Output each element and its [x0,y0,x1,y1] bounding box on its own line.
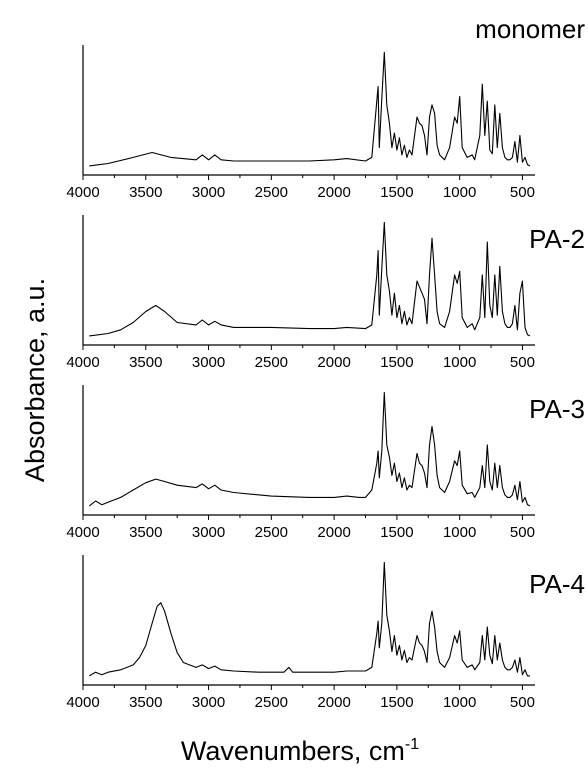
x-tick-label: 1000 [443,184,476,201]
x-tick-label: 3000 [192,694,225,711]
x-tick-label: 2500 [255,524,288,541]
x-tick-label: 2000 [317,354,350,371]
x-tick-label: 500 [510,694,535,711]
panel-PA-4: 4000 3500 3000 2500 2000 1500 1000 500 PA-4 [66,555,585,711]
x-tick-label: 4000 [66,184,99,201]
x-tick-label: 1500 [380,524,413,541]
x-tick-label: 1000 [443,524,476,541]
x-tick-label: 1500 [380,184,413,201]
x-tick-label: 1000 [443,694,476,711]
x-tick-label: 500 [510,524,535,541]
x-tick-label: 2000 [317,184,350,201]
x-tick-label: 3000 [192,184,225,201]
spectrum-line-monomer [89,51,531,167]
spectrum-line-PA-3 [88,391,531,507]
panel-PA-2: 4000 3500 3000 2500 2000 1500 1000 500 PA-2 [66,215,585,371]
x-tick-label: 4000 [66,524,99,541]
spectrum-line-PA-2 [89,221,531,337]
x-tick-label: 1500 [380,354,413,371]
x-tick-label: 2000 [317,694,350,711]
panel-label-PA-3: PA-3 [529,394,585,424]
x-tick-label: 3500 [129,354,162,371]
x-tick-label: 3500 [129,524,162,541]
x-tick-label: 2000 [317,524,350,541]
panel-label-PA-4: PA-4 [529,569,585,599]
panel-label-PA-2: PA-2 [529,224,585,254]
x-tick-label: 3000 [192,354,225,371]
x-tick-label: 4000 [66,354,99,371]
x-axis-title-superscript: -1 [405,736,419,753]
x-tick-label: 3500 [129,694,162,711]
y-axis-title: Absorbance, a.u. [20,278,50,482]
x-tick-label: 1500 [380,694,413,711]
chart-panels: 4000 3500 3000 2500 2000 1500 1000 500monomer40… [66,14,585,711]
x-tick-label: 2500 [255,184,288,201]
x-tick-label: 3500 [129,184,162,201]
spectrum-line-PA-4 [89,561,530,677]
panel-monomer: 4000 3500 3000 2500 2000 1500 1000 500 monomer [66,14,585,201]
panel-label-monomer: monomer [475,14,585,44]
x-tick-label: 2500 [255,694,288,711]
x-tick-label: 2500 [255,354,288,371]
x-tick-label: 1000 [443,354,476,371]
x-tick-label: 500 [510,184,535,201]
panel-PA-3: 4000 3500 3000 2500 2000 1500 1000 500 PA-3 [66,385,585,541]
x-tick-label: 3000 [192,524,225,541]
x-axis-title: Wavenumbers, cm-1 [181,736,419,766]
x-axis-title-main: Wavenumbers, cm [181,736,405,766]
x-tick-label: 4000 [66,694,99,711]
x-tick-label: 500 [510,354,535,371]
